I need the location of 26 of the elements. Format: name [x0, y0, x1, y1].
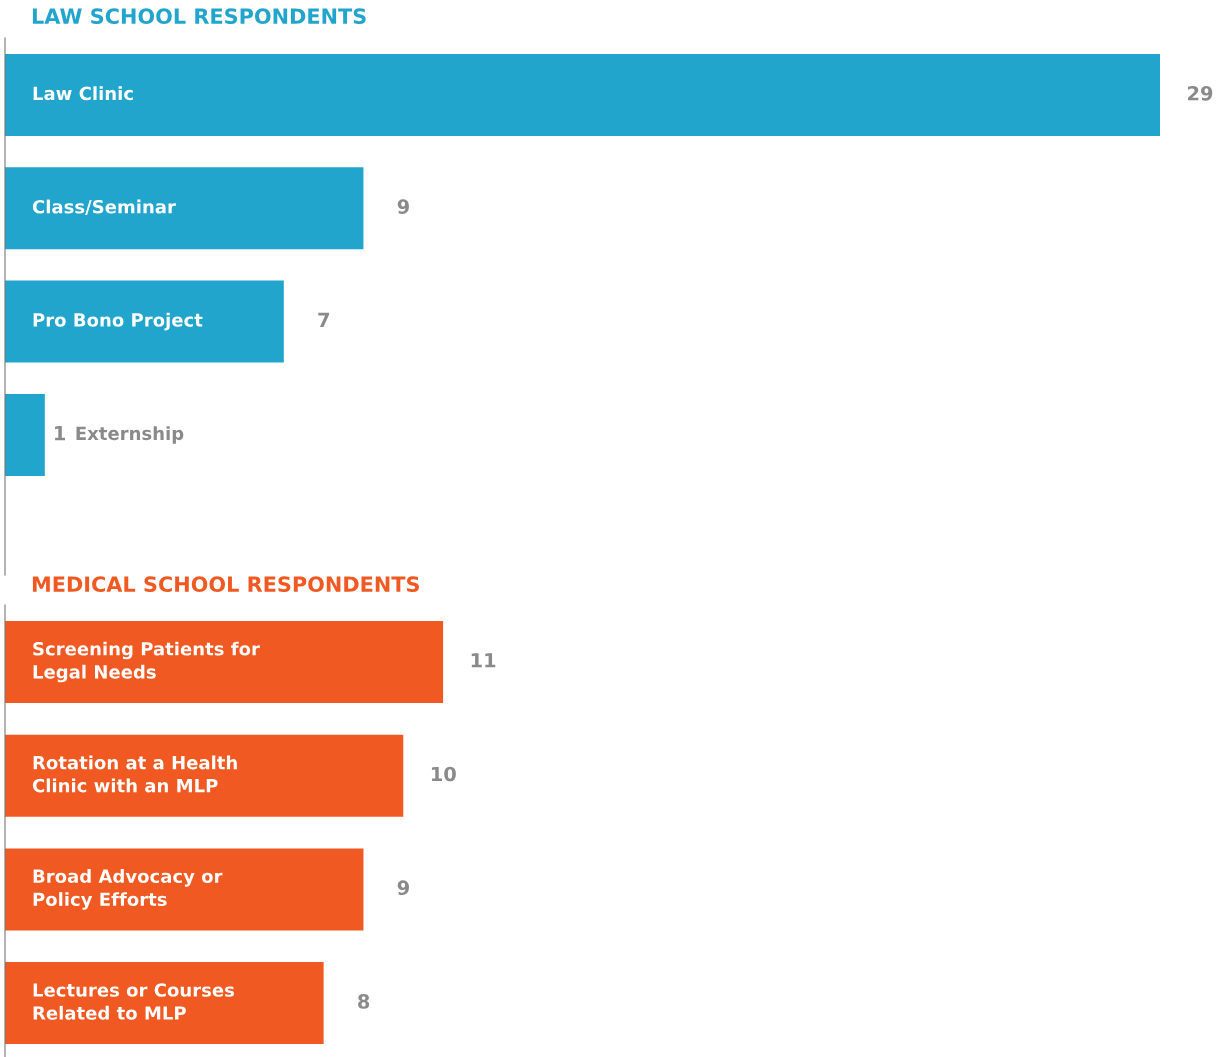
data-label: 1 [55, 426, 66, 441]
y-tick-label: Pro Bono Project [33, 312, 203, 331]
chart-title: LAW SCHOOL RESPONDENTS [32, 8, 366, 25]
data-label: 9 [397, 199, 409, 214]
y-tick-label: Broad Advocacy or Policy Efforts [33, 869, 223, 910]
data-label: 29 [1188, 85, 1213, 101]
data-label: 9 [397, 880, 409, 896]
data-label: 8 [358, 994, 370, 1009]
bar [5, 167, 364, 250]
bar [5, 848, 364, 931]
bar [5, 621, 444, 703]
bar [5, 393, 45, 476]
bar [5, 962, 324, 1045]
y-tick-label: Lectures or Courses Related to MLP [33, 983, 235, 1020]
y-tick-label: Class/Seminar [32, 199, 176, 215]
data-label: 7 [318, 312, 330, 327]
chart-title: MEDICAL SCHOOL RESPONDENTS [32, 576, 419, 593]
bar [5, 280, 284, 363]
y-tick-label: Screening Patients for Legal Needs [33, 641, 260, 683]
y-tick-label: Externship [76, 426, 184, 444]
bar [5, 734, 404, 817]
data-label: 10 [431, 766, 456, 782]
bar [5, 54, 1160, 136]
y-tick-label: Rotation at a Health Clinic with an MLP [32, 755, 237, 793]
y-tick-label: Law Clinic [33, 86, 133, 101]
data-label: 11 [471, 653, 496, 668]
